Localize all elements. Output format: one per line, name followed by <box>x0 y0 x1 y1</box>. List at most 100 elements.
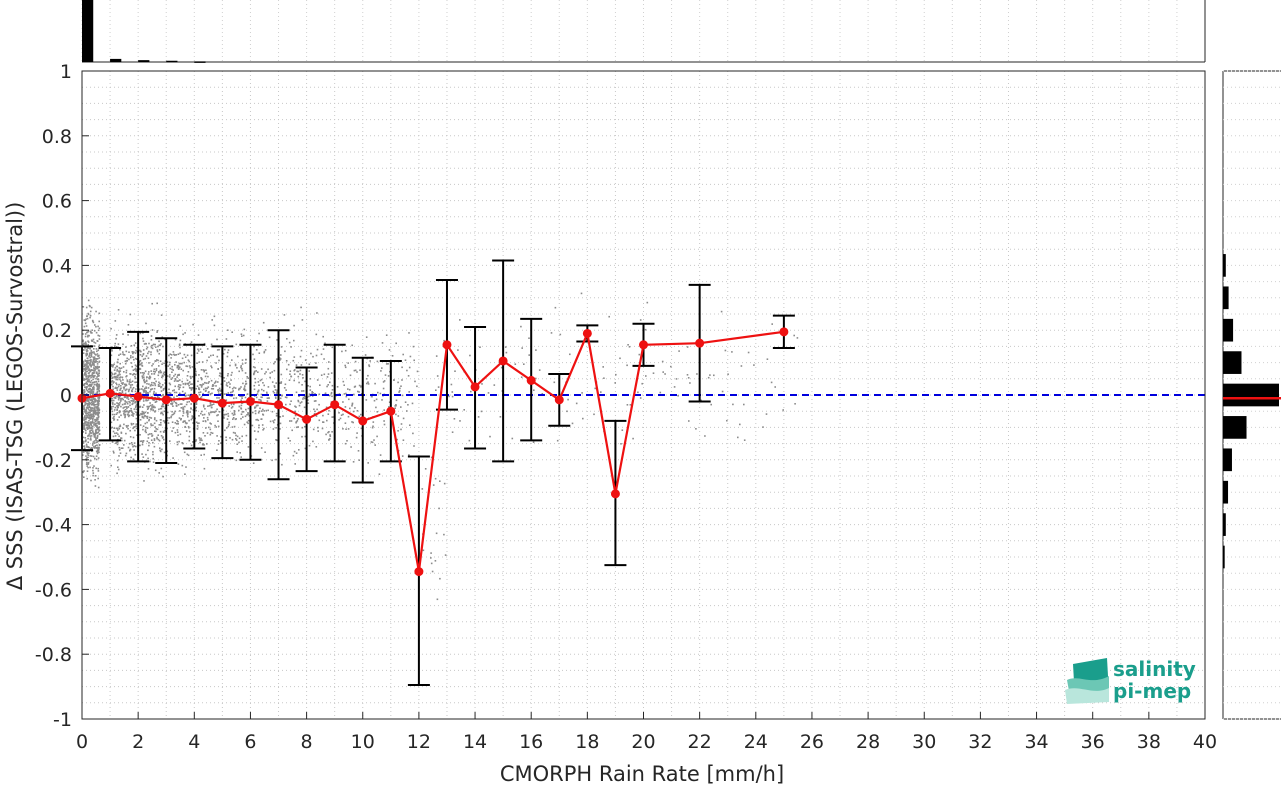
scatter-point <box>148 350 150 353</box>
scatter-point <box>123 396 126 399</box>
scatter-point <box>262 321 265 324</box>
scatter-point <box>620 443 622 445</box>
scatter-point <box>97 355 100 357</box>
scatter-point <box>677 395 679 397</box>
scatter-point <box>169 353 172 355</box>
scatter-point <box>94 368 97 370</box>
scatter-point <box>148 371 150 373</box>
scatter-point <box>175 361 177 363</box>
scatter-point <box>131 403 134 405</box>
scatter-point <box>85 455 87 457</box>
scatter-point <box>253 430 256 432</box>
scatter-point <box>118 395 121 398</box>
scatter-point <box>217 381 219 383</box>
scatter-point <box>207 405 209 407</box>
scatter-point <box>370 441 373 443</box>
scatter-point <box>98 345 100 348</box>
scatter-point <box>190 403 192 405</box>
scatter-point <box>253 371 256 374</box>
scatter-point <box>136 403 138 405</box>
scatter-point <box>138 360 141 363</box>
scatter-point <box>86 457 88 459</box>
scatter-point <box>92 385 95 388</box>
scatter-point <box>179 346 181 349</box>
scatter-point <box>145 343 147 345</box>
scatter-point <box>125 411 127 413</box>
scatter-point <box>341 350 343 353</box>
scatter-point <box>195 370 197 373</box>
scatter-point <box>150 408 152 411</box>
scatter-point <box>84 335 87 338</box>
scatter-point <box>678 350 680 352</box>
scatter-point <box>135 349 137 352</box>
scatter-point <box>191 375 194 378</box>
scatter-point <box>213 315 216 318</box>
scatter-point <box>92 391 95 393</box>
scatter-point <box>287 437 290 439</box>
scatter-point <box>262 429 264 431</box>
scatter-point <box>161 437 164 439</box>
scatter-point <box>120 437 122 439</box>
scatter-point <box>85 386 88 388</box>
scatter-point <box>170 416 172 419</box>
scatter-point <box>153 392 155 395</box>
scatter-point <box>130 356 132 359</box>
scatter-point <box>275 392 278 394</box>
scatter-point <box>97 415 100 418</box>
scatter-point <box>90 369 93 372</box>
scatter-point <box>273 386 276 388</box>
scatter-point <box>96 436 99 438</box>
scatter-point <box>91 430 94 432</box>
scatter-point <box>146 376 148 379</box>
scatter-point <box>321 427 324 430</box>
scatter-point <box>112 388 114 391</box>
scatter-point <box>257 371 259 373</box>
scatter-point <box>281 463 283 466</box>
right-histogram <box>1222 70 1281 720</box>
scatter-point <box>331 384 334 387</box>
scatter-point <box>626 364 628 367</box>
scatter-point <box>239 452 241 454</box>
scatter-point <box>436 375 439 377</box>
scatter-point <box>88 388 90 391</box>
scatter-point <box>142 349 145 351</box>
scatter-point <box>195 440 197 442</box>
scatter-point <box>720 310 723 313</box>
scatter-point <box>142 353 145 355</box>
scatter-point <box>200 377 202 379</box>
scatter-point <box>95 455 98 457</box>
scatter-point <box>200 437 202 440</box>
scatter-point <box>96 418 99 421</box>
scatter-point <box>664 373 666 375</box>
scatter-point <box>191 387 193 389</box>
scatter-point <box>232 417 235 419</box>
scatter-point <box>264 349 267 351</box>
scatter-point <box>94 457 96 460</box>
scatter-point <box>90 339 93 342</box>
y-tick-label: 0.2 <box>42 320 72 342</box>
scatter-point <box>257 390 260 392</box>
scatter-point <box>121 383 124 385</box>
scatter-point <box>308 444 311 447</box>
scatter-point <box>230 374 233 376</box>
scatter-point <box>330 392 333 395</box>
scatter-point <box>142 400 145 402</box>
scatter-point <box>110 327 112 330</box>
scatter-point <box>520 325 522 328</box>
scatter-point <box>295 364 298 366</box>
scatter-point <box>89 466 91 469</box>
scatter-point <box>88 374 91 377</box>
scatter-point <box>794 403 796 405</box>
scatter-point <box>235 439 238 441</box>
scatter-point <box>520 376 523 378</box>
scatter-point <box>203 467 206 470</box>
scatter-point <box>133 445 136 447</box>
scatter-point <box>174 378 177 380</box>
scatter-point <box>179 362 182 365</box>
scatter-point <box>124 416 126 419</box>
scatter-point <box>179 410 181 412</box>
scatter-point <box>147 405 149 408</box>
scatter-point <box>231 438 234 441</box>
scatter-point <box>87 441 89 444</box>
scatter-point <box>627 344 629 346</box>
